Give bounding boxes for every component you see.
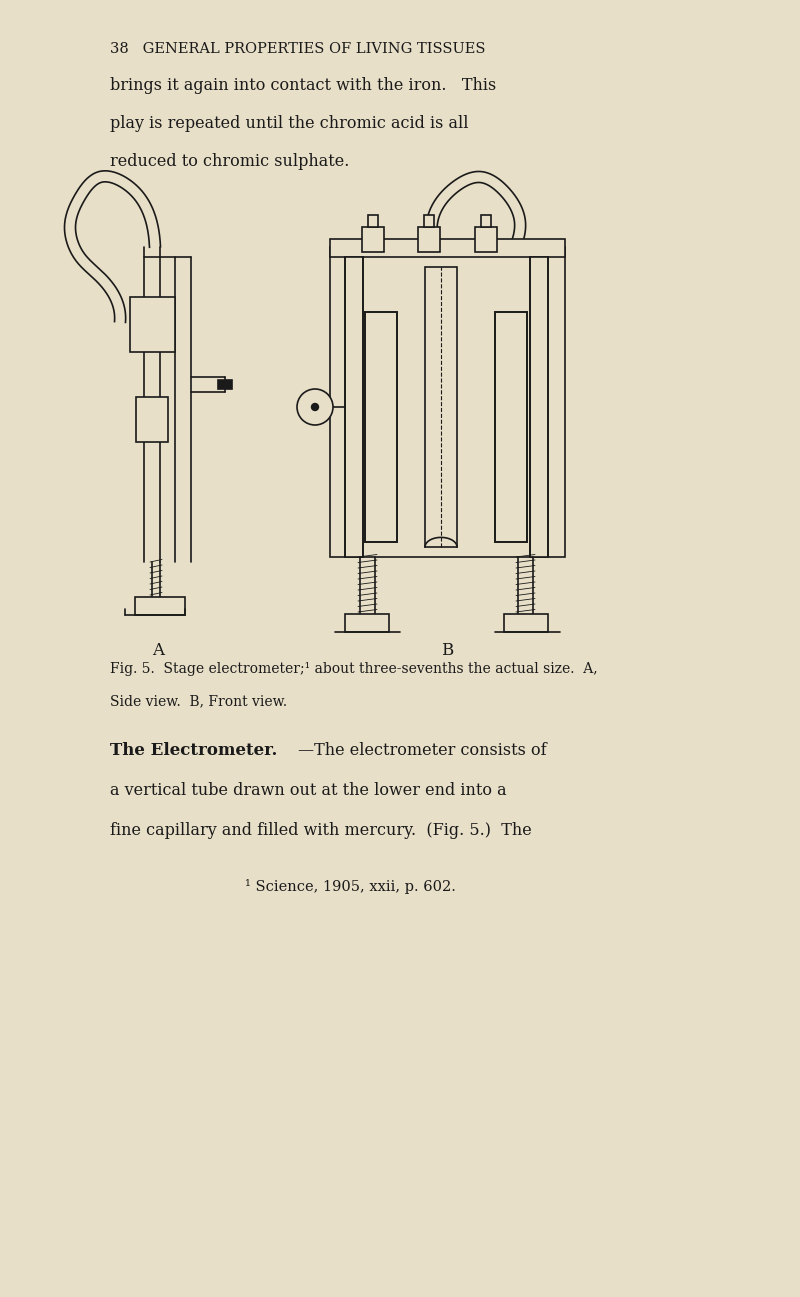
Bar <box>481 215 491 227</box>
Text: a vertical tube drawn out at the lower end into a: a vertical tube drawn out at the lower e… <box>110 782 506 799</box>
Bar <box>504 613 548 632</box>
Text: —The electrometer consists of: —The electrometer consists of <box>298 742 546 759</box>
Bar <box>424 215 434 227</box>
Text: 38   GENERAL PROPERTIES OF LIVING TISSUES: 38 GENERAL PROPERTIES OF LIVING TISSUES <box>110 42 486 56</box>
Bar <box>475 227 497 252</box>
Bar <box>495 313 527 542</box>
Text: A: A <box>152 642 164 659</box>
Bar <box>530 257 548 556</box>
Text: reduced to chromic sulphate.: reduced to chromic sulphate. <box>110 153 350 170</box>
Bar <box>362 227 384 252</box>
Bar <box>330 246 565 556</box>
Bar <box>136 397 168 442</box>
Circle shape <box>297 389 333 425</box>
Text: The Electrometer.: The Electrometer. <box>110 742 278 759</box>
Text: ¹ Science, 1905, xxii, p. 602.: ¹ Science, 1905, xxii, p. 602. <box>245 879 455 894</box>
Bar <box>345 257 363 556</box>
Bar <box>418 227 440 252</box>
Bar <box>135 597 185 615</box>
Bar <box>218 380 232 389</box>
Bar <box>330 239 565 257</box>
Text: B: B <box>441 642 453 659</box>
Text: fine capillary and filled with mercury.  (Fig. 5.)  The: fine capillary and filled with mercury. … <box>110 822 532 839</box>
Bar <box>365 313 397 542</box>
Text: Fig. 5.  Stage electrometer;¹ about three-sevenths the actual size.  A,: Fig. 5. Stage electrometer;¹ about three… <box>110 661 598 676</box>
Bar <box>368 215 378 227</box>
Text: play is repeated until the chromic acid is all: play is repeated until the chromic acid … <box>110 115 469 132</box>
Circle shape <box>311 403 318 410</box>
Text: Side view.  B, Front view.: Side view. B, Front view. <box>110 694 287 708</box>
Text: brings it again into contact with the iron.   This: brings it again into contact with the ir… <box>110 77 496 93</box>
Bar <box>345 613 389 632</box>
Bar <box>130 297 175 351</box>
Bar <box>425 267 457 547</box>
